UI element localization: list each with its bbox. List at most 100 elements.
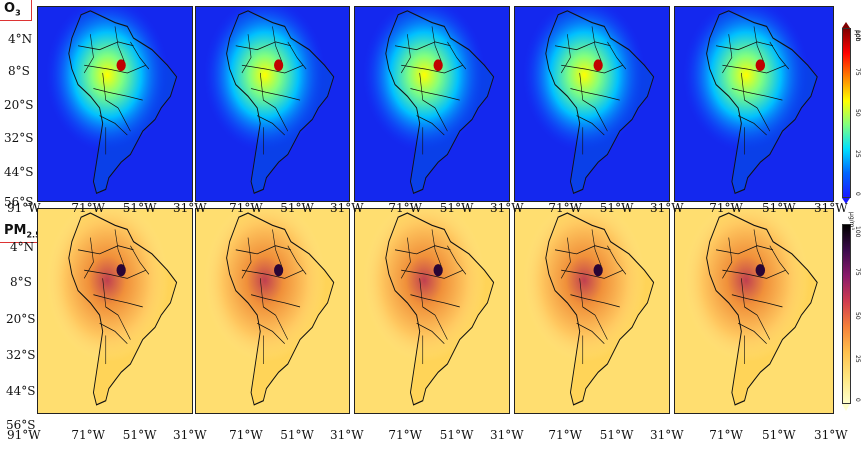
lon-label: 31°W — [330, 428, 364, 442]
lon-label: 71°W — [548, 428, 582, 442]
concentration-field — [38, 209, 192, 413]
country-border — [410, 294, 460, 308]
country-border — [731, 88, 783, 101]
colorbar-pm25-gradient — [842, 224, 851, 404]
country-border — [114, 26, 125, 62]
country-border — [257, 322, 285, 344]
pm25-map-panel-1 — [37, 208, 193, 414]
country-border — [287, 245, 307, 275]
lat-label: 4°N — [10, 240, 35, 254]
country-border — [447, 41, 467, 70]
pm25-map-panel-3 — [354, 208, 510, 414]
lon-label: 51°W — [599, 428, 634, 442]
country-border — [594, 107, 608, 132]
lon-label: 31°W — [173, 428, 207, 442]
row-label-o3-text: O — [4, 1, 16, 16]
country-border — [554, 41, 611, 51]
coastline — [68, 10, 178, 194]
country-border — [756, 107, 771, 132]
country-border — [77, 41, 134, 51]
country-border — [394, 41, 451, 51]
country-border — [753, 26, 764, 62]
lon-label: 31°W — [650, 201, 684, 215]
country-border — [579, 72, 596, 109]
lon-label: 71°W — [709, 201, 743, 215]
concentration-field — [675, 209, 833, 413]
colorbar-o3-gradient — [842, 28, 851, 198]
lon-label: 51°W — [762, 201, 796, 215]
country-border — [738, 322, 767, 344]
country-border — [99, 115, 128, 136]
colorbar-o3 — [842, 22, 851, 204]
country-border — [77, 245, 134, 255]
country-border — [416, 322, 445, 344]
country-border — [102, 72, 119, 109]
country-border — [235, 41, 291, 51]
country-border — [594, 314, 608, 340]
country-border — [275, 314, 289, 340]
row-label-pm25-text: PM — [4, 223, 27, 238]
country-border — [561, 64, 623, 74]
colorbar-pm25-arrow-bottom — [842, 404, 850, 411]
country-border — [272, 26, 282, 62]
emission-hotspot — [433, 264, 443, 277]
lat-label: 56°S — [4, 195, 34, 209]
country-border — [400, 34, 411, 74]
country-border — [130, 245, 150, 275]
emission-hotspot — [593, 264, 603, 277]
lat-label: 8°S — [10, 275, 32, 289]
row-label-o3-sub: 3 — [15, 8, 21, 18]
country-border — [251, 88, 301, 101]
emission-hotspot — [274, 59, 284, 72]
country-border — [84, 64, 146, 74]
lon-label: 51°W — [280, 201, 314, 215]
concentration-field — [515, 7, 669, 201]
country-border — [400, 237, 411, 279]
country-border — [251, 294, 301, 308]
country-border — [591, 26, 602, 62]
country-border — [722, 34, 733, 74]
country-border — [576, 115, 605, 136]
country-border — [410, 88, 460, 101]
coastline — [385, 212, 495, 406]
country-border — [738, 115, 767, 136]
country-border — [114, 229, 125, 267]
lat-label: 44°S — [6, 384, 36, 398]
country-border — [716, 245, 774, 255]
lon-label: 51°W — [122, 201, 157, 215]
o3-map-panel-1 — [37, 6, 193, 202]
emission-hotspot — [755, 59, 766, 72]
country-border — [93, 294, 143, 308]
country-border — [434, 314, 448, 340]
concentration-field — [515, 209, 669, 413]
country-border — [722, 269, 786, 279]
country-border — [560, 34, 571, 74]
country-border — [83, 34, 94, 74]
lat-label: 4°N — [8, 32, 33, 46]
country-border — [561, 269, 623, 279]
country-border — [753, 229, 764, 267]
concentration-field — [355, 7, 509, 201]
country-border — [287, 41, 307, 70]
emission-hotspot — [274, 264, 284, 277]
country-border — [99, 322, 128, 344]
lon-label: 51°W — [280, 428, 314, 442]
country-border — [419, 72, 436, 109]
o3-map-panel-5 — [674, 6, 834, 202]
country-border — [607, 245, 627, 275]
lat-label: 32°S — [4, 131, 34, 145]
country-border — [741, 278, 758, 316]
lon-label: 51°W — [762, 428, 796, 442]
lon-label: 71°W — [709, 428, 743, 442]
country-border — [117, 314, 131, 340]
country-border — [431, 26, 442, 62]
o3-map-panel-3 — [354, 6, 510, 202]
lat-label: 20°S — [4, 98, 34, 112]
lon-label: 51°W — [122, 428, 157, 442]
colorbar-o3-arrow-bottom — [842, 198, 850, 204]
country-border — [401, 64, 463, 74]
lat-label: 20°S — [6, 312, 36, 326]
country-border — [570, 294, 620, 308]
country-border — [447, 245, 467, 275]
lon-label: 71°W — [71, 428, 105, 442]
